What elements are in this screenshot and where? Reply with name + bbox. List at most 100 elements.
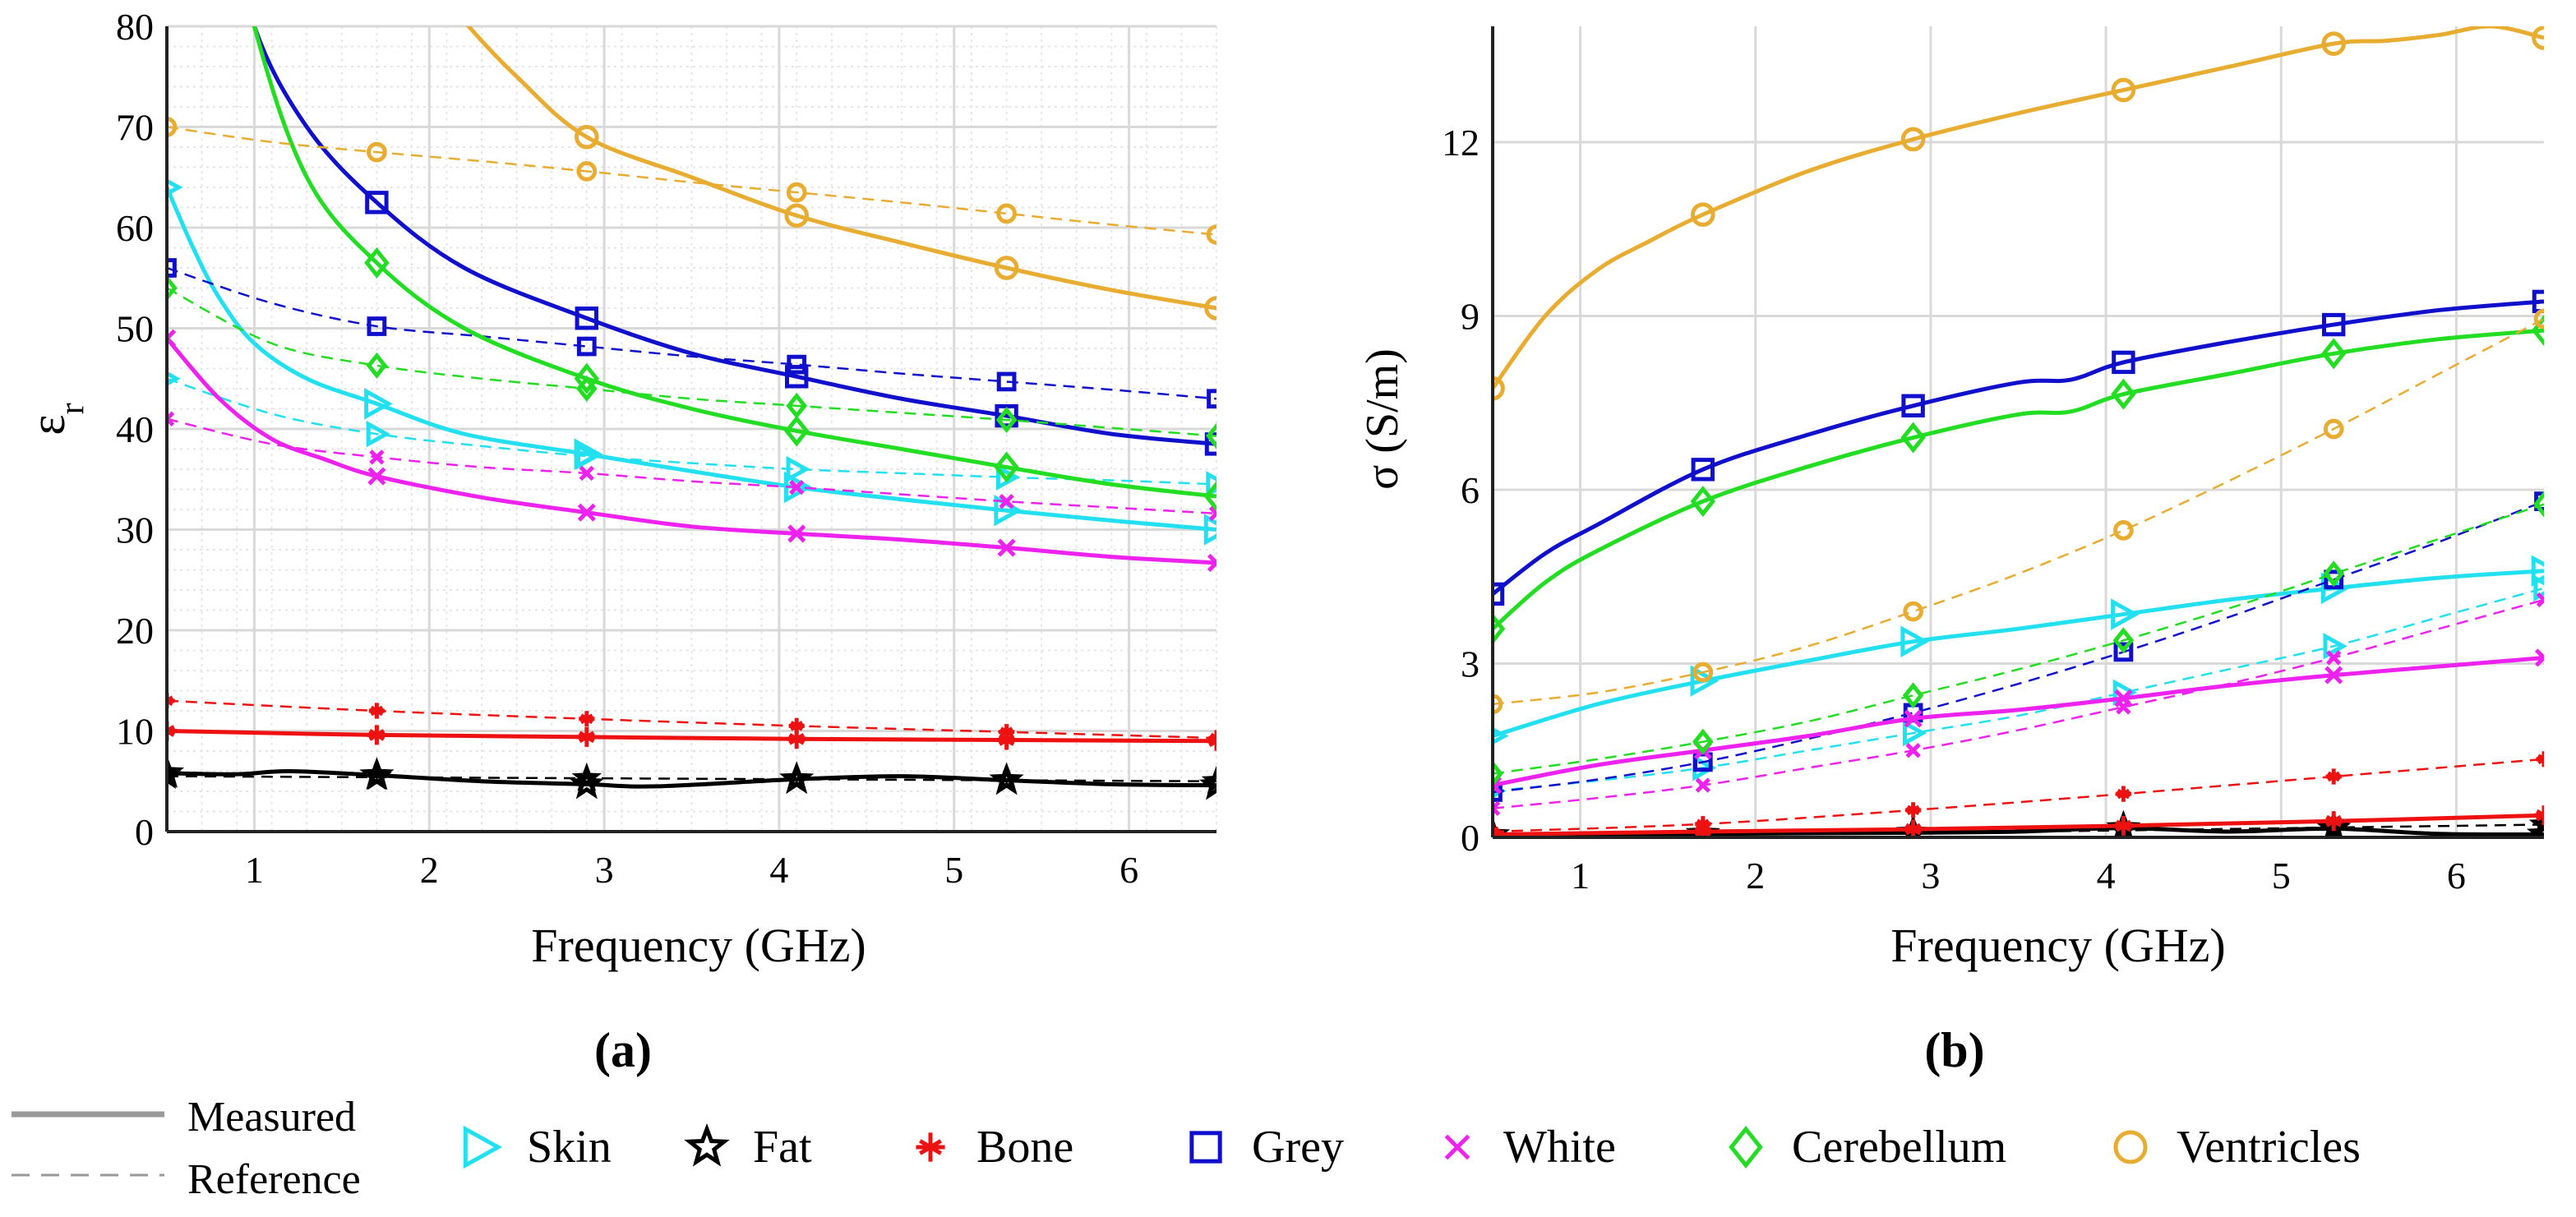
panel-b-label: (b) bbox=[1924, 1023, 1984, 1077]
bone-reference-marker bbox=[579, 711, 595, 727]
legend-white-marker bbox=[1444, 1134, 1470, 1160]
grey-reference-marker bbox=[167, 258, 177, 278]
white-measured-marker bbox=[1207, 553, 1216, 572]
skin-reference-marker bbox=[2533, 574, 2544, 602]
legend-fat-marker bbox=[684, 1122, 730, 1167]
ventricles-reference-marker bbox=[1692, 662, 1714, 683]
white-reference-marker bbox=[1208, 505, 1216, 522]
cerebellum-measured-marker bbox=[1203, 481, 1216, 513]
cerebellum-reference-marker bbox=[167, 274, 178, 302]
cerebellum-reference-line bbox=[167, 287, 1216, 437]
ventricles-measured-line bbox=[465, 26, 1216, 311]
y-tick-label: 9 bbox=[1461, 296, 1480, 338]
white-reference-marker bbox=[2325, 650, 2342, 666]
bone-measured-line bbox=[167, 729, 1216, 744]
grey-measured-marker bbox=[785, 365, 809, 389]
cerebellum-measured-marker bbox=[1900, 422, 1926, 454]
white-reference-line bbox=[167, 417, 1216, 515]
legend-item-fat: Fat bbox=[684, 1122, 812, 1173]
x-tick-label: 2 bbox=[420, 849, 439, 891]
ventricles-reference-marker bbox=[2113, 520, 2134, 541]
white-reference-marker bbox=[2116, 699, 2131, 715]
grey-measured-marker bbox=[2322, 312, 2346, 337]
y-tick-label: 6 bbox=[1461, 469, 1480, 511]
ventricles-measured-marker bbox=[1900, 127, 1926, 152]
ventricles-measured-marker bbox=[2532, 26, 2544, 50]
grey-reference-marker bbox=[787, 354, 807, 375]
skin-reference-marker bbox=[1206, 471, 1216, 498]
x-tick-label: 1 bbox=[245, 849, 264, 891]
y-tick-label: 12 bbox=[1442, 122, 1480, 164]
legend-item-ventricles: Ventricles bbox=[2113, 1122, 2361, 1173]
white-reference-line bbox=[1493, 598, 2544, 809]
panel-a-label: (a) bbox=[594, 1023, 652, 1077]
bone-measured-marker bbox=[2324, 811, 2344, 832]
x-tick-label: 3 bbox=[595, 849, 614, 891]
cerebellum-measured-marker bbox=[2320, 338, 2347, 370]
x-tick-label: 5 bbox=[944, 849, 963, 891]
grey-reference-marker bbox=[2324, 569, 2344, 590]
ventricles-reference-line bbox=[167, 126, 1216, 236]
grey-reference-marker bbox=[367, 316, 387, 336]
cerebellum-measured-marker bbox=[994, 451, 1019, 483]
x-tick-label: 4 bbox=[2097, 855, 2116, 897]
grey-measured-marker bbox=[1901, 394, 1925, 417]
white-reference-marker bbox=[999, 493, 1014, 509]
cerebellum-reference-marker bbox=[1692, 728, 1714, 755]
fat-measured-marker bbox=[2526, 816, 2544, 837]
panel-b-grid bbox=[1493, 26, 2544, 839]
skin-measured-marker bbox=[1900, 625, 1929, 657]
legend-bone-marker bbox=[916, 1132, 945, 1162]
skin-measured-line bbox=[167, 187, 1216, 532]
legend-skin-label: Skin bbox=[527, 1122, 612, 1173]
white-reference-marker bbox=[167, 411, 175, 426]
panel-a-y-axis-label: εr bbox=[21, 403, 91, 435]
ventricles-measured-marker bbox=[2321, 31, 2346, 56]
grey-measured-marker bbox=[365, 191, 389, 214]
bone-measured-marker bbox=[1903, 819, 1923, 837]
y-tick-label: 80 bbox=[116, 6, 154, 48]
bone-measured-marker bbox=[787, 729, 807, 749]
bone-measured-marker bbox=[367, 725, 387, 745]
legend-item-cerebellum: Cerebellum bbox=[1729, 1122, 2006, 1173]
legend-item-bone: Bone bbox=[916, 1122, 1073, 1173]
white-measured-marker bbox=[167, 329, 177, 348]
ventricles-reference-marker bbox=[2533, 308, 2544, 330]
legend-fat-label: Fat bbox=[753, 1122, 812, 1173]
panel-b-axes bbox=[1491, 26, 2544, 839]
cerebellum-reference-marker bbox=[2323, 560, 2345, 588]
grey-reference-line bbox=[1493, 500, 2544, 794]
cerebellum-reference-marker bbox=[1206, 422, 1216, 449]
grey-reference-marker bbox=[2113, 642, 2134, 662]
fat-reference-marker bbox=[167, 760, 182, 790]
b-series-clip bbox=[1493, 26, 2544, 837]
cerebellum-reference-marker bbox=[786, 392, 808, 419]
cerebellum-reference-marker bbox=[2112, 627, 2135, 654]
ventricles-measured-marker bbox=[1204, 296, 1216, 320]
legend-item-white: White bbox=[1444, 1122, 1616, 1173]
y-tick-label: 50 bbox=[116, 308, 154, 350]
white-measured-marker bbox=[367, 467, 386, 486]
bone-reference-marker bbox=[2115, 786, 2131, 802]
fat-reference-marker bbox=[781, 763, 812, 792]
cerebellum-measured-marker bbox=[1493, 613, 1506, 645]
panel-a-series bbox=[167, 26, 1216, 800]
ventricles-reference-marker bbox=[1206, 224, 1216, 245]
ventricles-reference-marker bbox=[2323, 418, 2344, 440]
y-tick-label: 3 bbox=[1461, 643, 1480, 685]
cerebellum-measured-marker bbox=[574, 362, 600, 394]
skin-measured-marker bbox=[2531, 555, 2544, 587]
skin-measured-marker bbox=[364, 388, 393, 420]
fat-reference-marker bbox=[2528, 809, 2544, 837]
legend-grey-label: Grey bbox=[1252, 1122, 1344, 1173]
bone-measured-line bbox=[1493, 813, 2544, 837]
legend-skin-marker bbox=[463, 1125, 503, 1169]
bone-reference-marker bbox=[1905, 802, 1922, 818]
ventricles-measured-marker bbox=[2111, 77, 2136, 103]
cerebellum-reference-marker bbox=[575, 375, 598, 403]
y-tick-label: 20 bbox=[116, 610, 154, 652]
white-measured-marker bbox=[1904, 709, 1923, 728]
legend-reference-label: Reference bbox=[187, 1156, 361, 1203]
